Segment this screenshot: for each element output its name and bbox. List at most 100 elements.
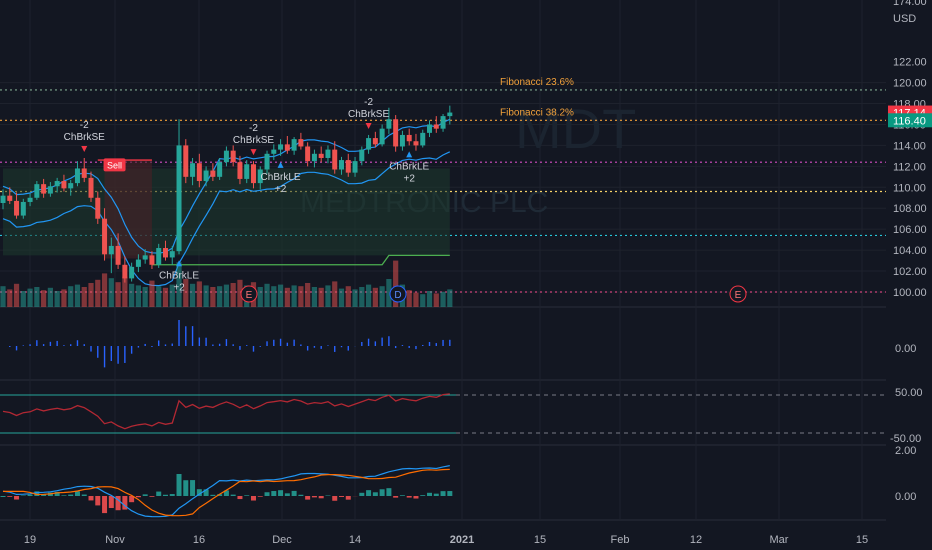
event-marker [240, 285, 258, 303]
volume-bar [61, 289, 67, 307]
macd-histogram-bar [244, 495, 250, 496]
candle-body [406, 134, 412, 142]
price-badge-label: 116.40 [893, 115, 926, 127]
volume-bar [223, 284, 230, 307]
macd-histogram-bar [149, 496, 155, 497]
volume-bar [271, 286, 277, 307]
signal-qty: +2 [173, 282, 185, 293]
candle-body [129, 266, 135, 279]
signal-line [3, 468, 450, 517]
candle-body [176, 145, 182, 252]
candle-body [142, 255, 148, 260]
macd-histogram-bar [298, 494, 304, 496]
volume-bar [426, 291, 433, 307]
candle-body [284, 144, 290, 151]
volume-bar [413, 292, 419, 307]
candle-body [14, 200, 20, 216]
volume-bar [393, 260, 399, 307]
candle-body [433, 124, 439, 129]
macd-histogram-bar [88, 496, 94, 501]
volume-bar [365, 284, 372, 307]
volume-bar [237, 279, 243, 307]
signal-label: ChBrkLE [389, 161, 429, 172]
macd-histogram-bar [325, 495, 331, 496]
volume-bar [142, 287, 148, 307]
candle-body [440, 116, 446, 129]
volume-bar [318, 287, 324, 307]
volume-bar [47, 287, 53, 307]
volume-bar [129, 283, 135, 307]
time-tick-label: 2021 [450, 534, 474, 546]
oscillator-tick-label: 50.00 [895, 387, 923, 399]
volume-bar [27, 288, 33, 307]
strategy-signals[interactable]: ChBrkSE-2ChBrkLE+2ChBrkSE-2ChBrkLE+2ChBr… [64, 97, 430, 293]
volume-bar [115, 282, 121, 307]
macd-histogram-bar [447, 491, 453, 496]
candle-body [149, 255, 155, 265]
macd-histogram-bar [379, 489, 385, 496]
volume-bar [440, 291, 446, 307]
candle-body [271, 149, 277, 154]
candle-body [135, 259, 141, 267]
macd-histogram-bar [54, 491, 60, 496]
macd-histogram-bar [156, 491, 162, 496]
horizontal-levels[interactable]: Fibonacci 23.6% Fibonacci 38.2% [0, 77, 886, 293]
macd-histogram-bar [386, 488, 392, 496]
lower-band [2, 151, 451, 287]
candle-body [372, 138, 378, 145]
time-axis[interactable]: 19 Nov 16 Dec 14 2021 15 Feb 12 Mar 15 [24, 534, 868, 546]
channel-fill [3, 168, 450, 256]
volume-bar [149, 280, 155, 307]
macd-histogram-bar [420, 495, 426, 496]
candle-body [20, 201, 26, 216]
macd-histogram-bar [433, 493, 439, 496]
candle-body [0, 195, 6, 204]
candle-body [393, 119, 399, 147]
volume-bar [169, 284, 175, 307]
macd-histogram-bar [332, 496, 338, 501]
indicator-panels [0, 320, 886, 518]
macd-histogram-bar [318, 496, 324, 499]
volume-bar [447, 289, 453, 307]
candle-body [379, 128, 385, 145]
volume-bar [81, 287, 87, 307]
candle-body [47, 186, 53, 194]
volume-bar [345, 286, 351, 307]
volume-bar [386, 279, 392, 307]
short-arrow-icon [81, 145, 88, 152]
candle-body [61, 181, 67, 189]
currency-label: USD [893, 13, 916, 25]
volume-bar [372, 287, 378, 307]
macd-histogram-bar [7, 496, 13, 497]
candle-body [325, 149, 331, 158]
macd-histogram-bar [27, 494, 33, 496]
short-arrow-icon [365, 122, 372, 129]
volume-bar [95, 279, 101, 307]
candle-body [305, 146, 311, 162]
macd-histogram-bar [399, 495, 405, 496]
volume-bar [189, 283, 196, 307]
candle-body [54, 181, 60, 187]
macd-histogram-bar [305, 496, 311, 500]
time-tick-label: Dec [272, 534, 292, 546]
signal-label: ChBrkSE [233, 135, 274, 146]
oscillator-tick-label: -50.00 [890, 433, 921, 445]
candle-body [162, 248, 168, 258]
macd-histogram-bar [162, 494, 168, 496]
macd-histogram-bar [372, 492, 378, 496]
signal-label: ChBrkSE [348, 109, 389, 120]
time-tick-label: 12 [690, 534, 702, 546]
price-axis[interactable]: USD174.00122.00120.00118.00116.00114.001… [886, 0, 932, 550]
volume-bar [135, 285, 141, 307]
candle-body [332, 149, 338, 170]
time-tick-label: 15 [534, 534, 546, 546]
candle-body [210, 170, 216, 177]
macd-histogram-bar [237, 496, 243, 500]
candlesticks[interactable] [0, 105, 453, 283]
sell-badge [103, 158, 126, 172]
macd-histogram-bar [413, 496, 419, 499]
volume-bar [176, 262, 182, 307]
volume-bar [203, 285, 209, 307]
